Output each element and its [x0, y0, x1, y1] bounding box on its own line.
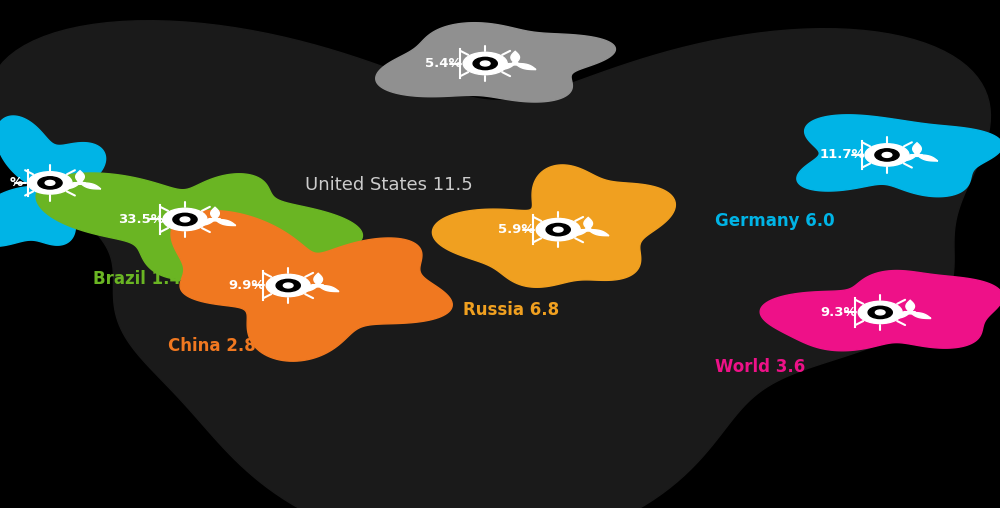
Polygon shape: [896, 155, 917, 161]
Polygon shape: [760, 271, 1000, 351]
Polygon shape: [906, 300, 915, 312]
Polygon shape: [494, 64, 515, 70]
Circle shape: [77, 181, 83, 184]
Circle shape: [868, 306, 892, 319]
Circle shape: [28, 172, 72, 194]
Text: 9.3%: 9.3%: [820, 306, 857, 319]
Circle shape: [463, 52, 507, 75]
Circle shape: [45, 180, 55, 185]
Text: 9.9%: 9.9%: [228, 279, 264, 292]
Circle shape: [276, 279, 300, 292]
Text: Russia 6.8: Russia 6.8: [463, 301, 559, 319]
Polygon shape: [314, 273, 323, 285]
Circle shape: [212, 218, 218, 221]
Polygon shape: [910, 312, 931, 319]
Polygon shape: [797, 115, 1000, 197]
Circle shape: [858, 301, 902, 324]
Circle shape: [173, 213, 197, 226]
Circle shape: [266, 274, 310, 297]
Polygon shape: [318, 285, 339, 292]
Polygon shape: [80, 183, 101, 189]
Text: 33.5%: 33.5%: [118, 213, 164, 226]
Polygon shape: [588, 230, 609, 236]
Circle shape: [512, 62, 518, 65]
Polygon shape: [515, 64, 536, 70]
Circle shape: [480, 61, 490, 66]
Circle shape: [914, 153, 920, 156]
Polygon shape: [376, 23, 615, 102]
Circle shape: [536, 218, 580, 241]
Polygon shape: [171, 210, 452, 361]
Text: Brazil 1.4: Brazil 1.4: [93, 270, 181, 289]
Polygon shape: [913, 143, 921, 155]
Circle shape: [553, 227, 563, 232]
Circle shape: [180, 217, 190, 222]
Circle shape: [283, 283, 293, 288]
Circle shape: [546, 224, 570, 236]
Text: World 3.6: World 3.6: [715, 358, 805, 376]
Circle shape: [38, 177, 62, 189]
Circle shape: [585, 228, 591, 231]
Polygon shape: [59, 183, 80, 189]
Polygon shape: [211, 207, 219, 219]
Polygon shape: [0, 116, 106, 246]
Polygon shape: [917, 155, 938, 161]
Circle shape: [875, 149, 899, 161]
Circle shape: [882, 152, 892, 157]
Polygon shape: [511, 51, 520, 64]
Circle shape: [163, 208, 207, 231]
Text: 11.7%: 11.7%: [820, 148, 866, 162]
Text: China 2.8: China 2.8: [168, 337, 256, 356]
Polygon shape: [297, 285, 318, 292]
Polygon shape: [432, 165, 675, 288]
Polygon shape: [76, 171, 84, 183]
Polygon shape: [215, 219, 236, 226]
Circle shape: [907, 311, 913, 314]
Text: 5.4%: 5.4%: [425, 57, 462, 70]
Polygon shape: [889, 312, 910, 319]
Circle shape: [875, 310, 885, 315]
Polygon shape: [567, 230, 588, 236]
Text: 5.9%: 5.9%: [498, 223, 534, 236]
Text: Germany 6.0: Germany 6.0: [715, 212, 835, 230]
Circle shape: [865, 144, 909, 166]
Polygon shape: [584, 217, 593, 230]
Polygon shape: [36, 173, 362, 279]
Text: United States 11.5: United States 11.5: [305, 176, 473, 195]
Circle shape: [315, 284, 321, 287]
Polygon shape: [0, 21, 990, 508]
Text: %: %: [10, 176, 23, 189]
Circle shape: [473, 57, 497, 70]
Polygon shape: [194, 219, 215, 226]
